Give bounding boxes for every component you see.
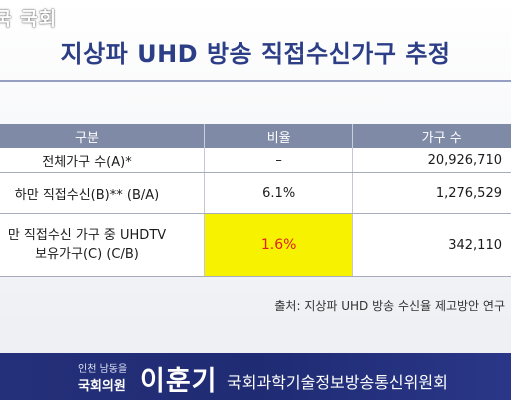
header-households: 가구 수 — [352, 124, 511, 148]
footer-district: 인천 남동을 — [78, 364, 128, 375]
row-ratio: 6.1% — [204, 172, 354, 214]
row-label: 만 직접수신 가구 중 UHDTV 보유가구(C) (C/B) — [0, 213, 205, 277]
slide-title: 지상파 UHD 방송 직접수신가구 추정 — [60, 40, 451, 68]
lower-third-banner: 인천 남동을 국회의원 이훈기 국회과학기술정보방송통신위원회 — [0, 353, 511, 400]
footer-name: 이훈기 — [140, 366, 218, 397]
row-households: 20,926,710 — [352, 148, 511, 173]
broadcaster-watermark: 국 국회 — [0, 8, 58, 30]
table-row: 하만 직접수신(B)** (B/A) 6.1% 1,276,529 — [0, 172, 511, 214]
highlighted-ratio: 1.6% — [204, 213, 354, 277]
row-label: 하만 직접수신(B)** (B/A) — [0, 172, 205, 214]
footer-committee: 국회과학기술정보방송통신위원회 — [227, 373, 448, 392]
estimate-table: 구분 비율 가구 수 전체가구 수(A)* – 20,926,710 하만 직접… — [0, 124, 511, 277]
row-households: 342,110 — [352, 213, 511, 277]
header-category: 구분 — [0, 124, 205, 148]
table-row: 만 직접수신 가구 중 UHDTV 보유가구(C) (C/B) 1.6% 342… — [0, 213, 511, 277]
header-ratio: 비율 — [204, 124, 354, 148]
row-label-line2: 보유가구(C) (C/B) — [35, 247, 139, 262]
row-ratio: – — [204, 148, 354, 173]
table-header-row: 구분 비율 가구 수 — [0, 124, 511, 148]
footer-role: 국회의원 — [78, 379, 126, 394]
table-row: 전체가구 수(A)* – 20,926,710 — [0, 148, 511, 173]
row-households: 1,276,529 — [352, 172, 511, 214]
row-label: 전체가구 수(A)* — [0, 148, 205, 173]
row-label-line1: 만 직접수신 가구 중 UHDTV — [7, 228, 167, 243]
title-divider — [0, 80, 511, 82]
source-note: 출처: 지상파 UHD 방송 수신율 제고방안 연구 — [274, 299, 505, 313]
